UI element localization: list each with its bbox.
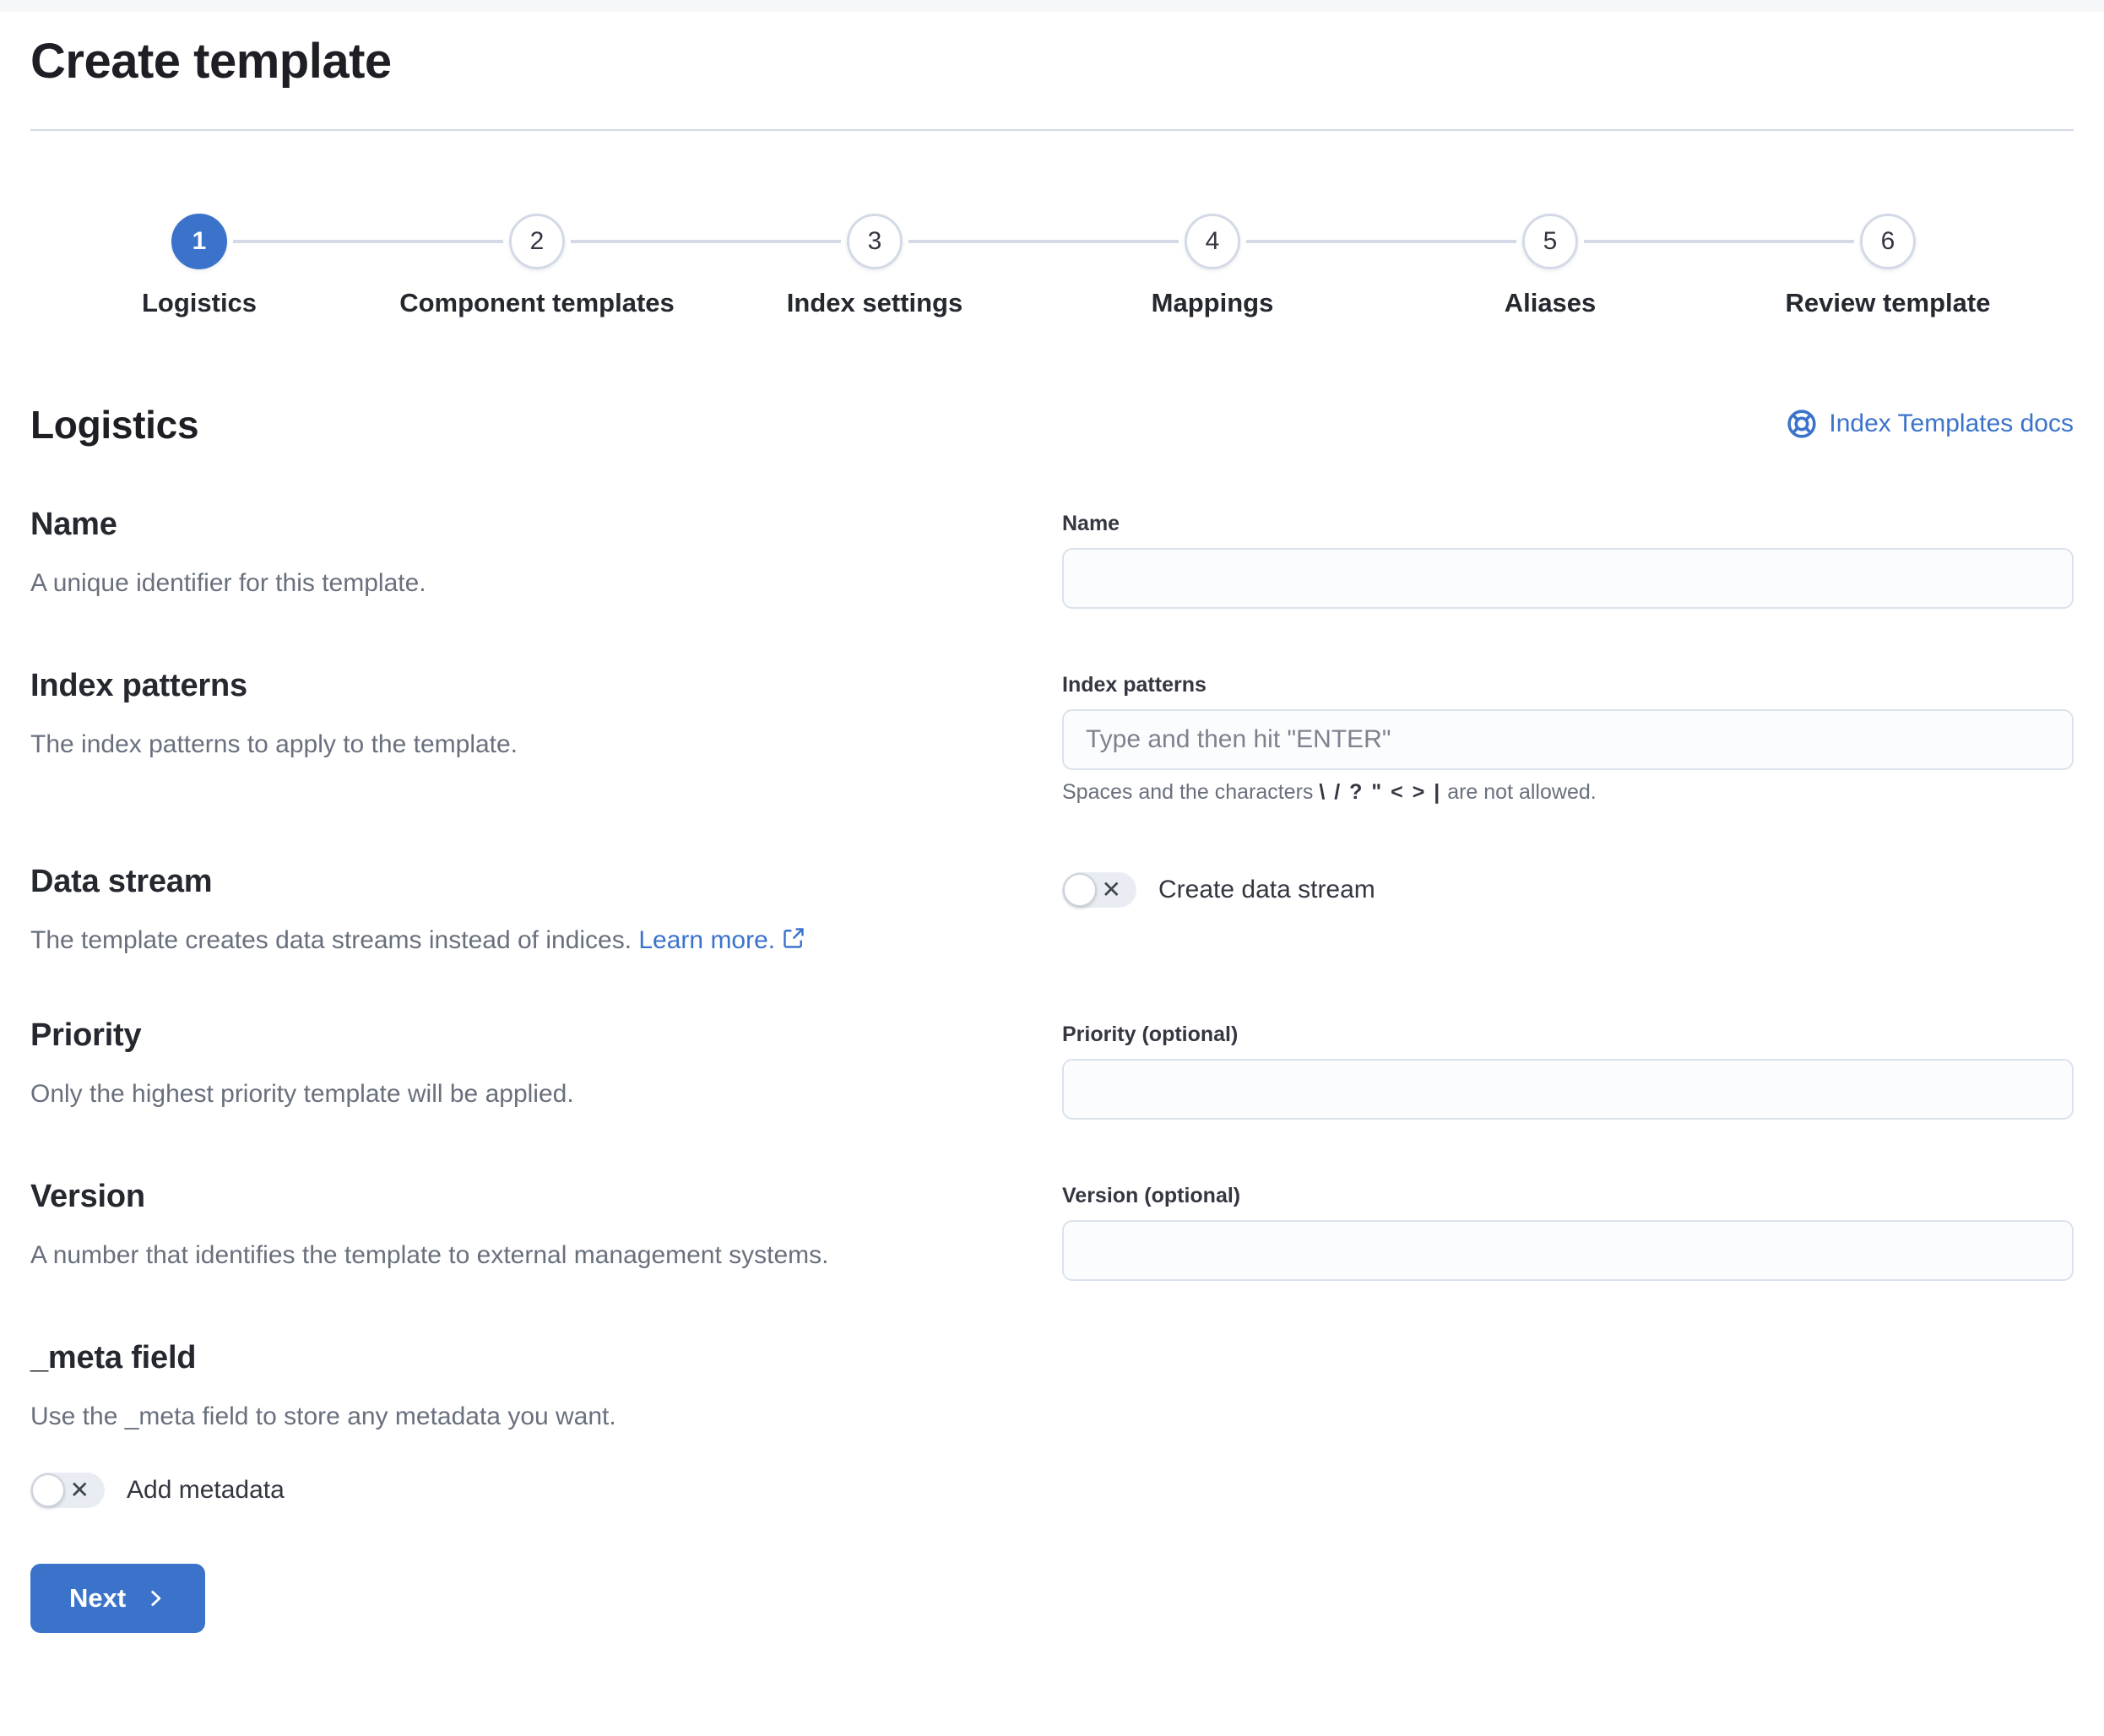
form-row-priority: Priority Only the highest priority templ… [30, 1017, 2074, 1120]
index-patterns-input[interactable] [1062, 708, 2074, 770]
index-patterns-help-text: Spaces and the characters \ / ? " < > | … [1062, 779, 1597, 804]
step-5-label: Aliases [1504, 287, 1597, 317]
form-row-index-patterns: Index patterns The index patterns to app… [30, 668, 2074, 805]
step-4-label: Mappings [1151, 287, 1274, 317]
section-title-logistics: Logistics [30, 402, 199, 447]
create-template-page: Create template 1 Logistics 2 Component … [0, 12, 2104, 1633]
priority-input[interactable] [1062, 1059, 2074, 1120]
step-4-circle: 4 [1185, 213, 1240, 269]
add-metadata-toggle[interactable]: ✕ [30, 1472, 105, 1508]
version-field-label: Version (optional) [1062, 1184, 1241, 1208]
next-button[interactable]: Next [30, 1563, 206, 1633]
name-input[interactable] [1062, 547, 2074, 609]
step-2-label: Component templates [399, 287, 675, 317]
step-2-circle: 2 [509, 213, 565, 269]
toggle-off-icon: ✕ [69, 1476, 89, 1503]
step-1-logistics[interactable]: 1 Logistics [30, 213, 368, 321]
next-button-label: Next [69, 1582, 127, 1613]
step-5-aliases[interactable]: 5 Aliases [1381, 213, 1719, 321]
title-divider [30, 128, 2074, 131]
step-6-circle: 6 [1860, 213, 1916, 269]
name-field-label: Name [1062, 511, 1120, 535]
data-stream-heading: Data stream [30, 863, 213, 899]
step-4-mappings[interactable]: 4 Mappings [1044, 213, 1381, 321]
index-patterns-field-label: Index patterns [1062, 672, 1207, 697]
form-row-version: Version A number that identifies the tem… [30, 1179, 2074, 1282]
chevron-right-icon [151, 1590, 161, 1606]
life-ring-icon [1787, 409, 1817, 438]
name-description: A unique identifier for this template. [30, 568, 426, 597]
step-6-label: Review template [1785, 287, 1991, 317]
step-progress: 1 Logistics 2 Component templates 3 Inde… [30, 213, 2074, 321]
index-templates-docs-link[interactable]: Index Templates docs [1787, 409, 2074, 439]
toggle-knob [31, 1473, 65, 1507]
form-row-meta-field: _meta field Use the _meta field to store… [30, 1340, 2074, 1508]
top-strip [0, 0, 2104, 12]
version-heading: Version [30, 1179, 145, 1215]
form-row-name: Name A unique identifier for this templa… [30, 507, 2074, 609]
meta-field-heading: _meta field [30, 1340, 197, 1376]
meta-field-description: Use the _meta field to store any metadat… [30, 1402, 616, 1431]
step-3-label: Index settings [786, 287, 963, 317]
step-1-circle: 1 [171, 213, 227, 269]
version-description: A number that identifies the template to… [30, 1241, 829, 1270]
docs-link-label: Index Templates docs [1829, 409, 2074, 437]
form-row-data-stream: Data stream The template creates data st… [30, 864, 2074, 959]
step-6-review-template[interactable]: 6 Review template [1719, 213, 2057, 321]
create-data-stream-label: Create data stream [1158, 875, 1375, 903]
index-patterns-heading: Index patterns [30, 667, 247, 703]
priority-field-label: Priority (optional) [1062, 1023, 1239, 1047]
index-patterns-description: The index patterns to apply to the templ… [30, 730, 518, 758]
create-data-stream-toggle[interactable]: ✕ [1062, 871, 1136, 908]
step-5-circle: 5 [1522, 213, 1578, 269]
priority-heading: Priority [30, 1017, 142, 1054]
step-3-index-settings[interactable]: 3 Index settings [706, 213, 1044, 321]
version-input[interactable] [1062, 1220, 2074, 1282]
priority-description: Only the highest priority template will … [30, 1080, 574, 1109]
add-metadata-label: Add metadata [127, 1475, 285, 1504]
external-link-icon [784, 927, 804, 948]
toggle-knob [1063, 872, 1097, 907]
toggle-off-icon: ✕ [1101, 876, 1121, 903]
page-title: Create template [30, 34, 392, 89]
step-1-label: Logistics [141, 287, 258, 317]
step-3-circle: 3 [847, 213, 903, 269]
name-heading: Name [30, 506, 117, 542]
step-2-component-templates[interactable]: 2 Component templates [368, 213, 706, 321]
data-stream-description: The template creates data streams instea… [30, 922, 1001, 959]
learn-more-link[interactable]: Learn more. [638, 926, 805, 954]
